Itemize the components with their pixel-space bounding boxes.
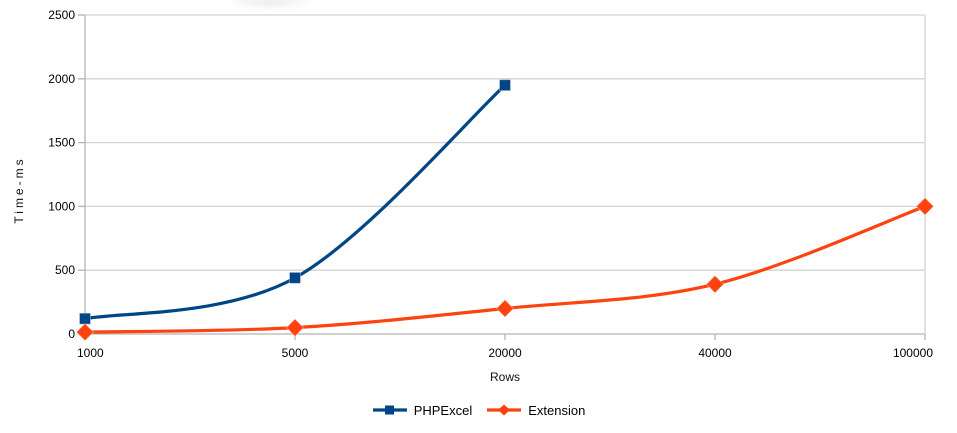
legend-diamond-marker-icon <box>498 404 511 416</box>
data-point-extension <box>705 274 725 294</box>
legend-square-marker-icon <box>384 405 394 415</box>
legend-swatch-phpexcel-icon <box>372 405 407 415</box>
chart-legend: PHPExcel Extension <box>0 400 957 420</box>
data-point-phpexcel <box>79 312 91 325</box>
data-point-extension <box>75 322 95 342</box>
x-tick-label: 5000 <box>282 346 309 360</box>
data-point-extension <box>285 318 305 337</box>
legend-item-phpexcel: PHPExcel <box>372 402 473 418</box>
x-axis-title: Rows <box>489 370 520 384</box>
y-tick-label: 1500 <box>48 136 75 150</box>
y-tick-label: 2000 <box>48 72 75 86</box>
y-tick-label: 500 <box>55 263 75 277</box>
data-point-phpexcel <box>289 271 301 284</box>
data-point-extension <box>495 299 515 318</box>
data-point-extension <box>915 197 935 216</box>
x-tick-label: 20000 <box>488 346 522 360</box>
legend-label-extension: Extension <box>528 402 586 418</box>
y-tick-label: 0 <box>68 327 75 341</box>
x-tick-label: 40000 <box>698 346 732 360</box>
y-tick-label: 1000 <box>48 199 75 213</box>
legend-swatch-extension-icon <box>487 404 522 416</box>
legend-item-extension: Extension <box>486 403 585 418</box>
legend-label-phpexcel: PHPExcel <box>413 402 473 418</box>
x-tick-label: 1000 <box>77 346 104 360</box>
y-axis-title: Time-ms <box>12 156 26 224</box>
y-tick-label: 2500 <box>48 8 75 22</box>
data-point-phpexcel <box>499 79 511 92</box>
x-tick-label: 100000 <box>893 346 933 360</box>
